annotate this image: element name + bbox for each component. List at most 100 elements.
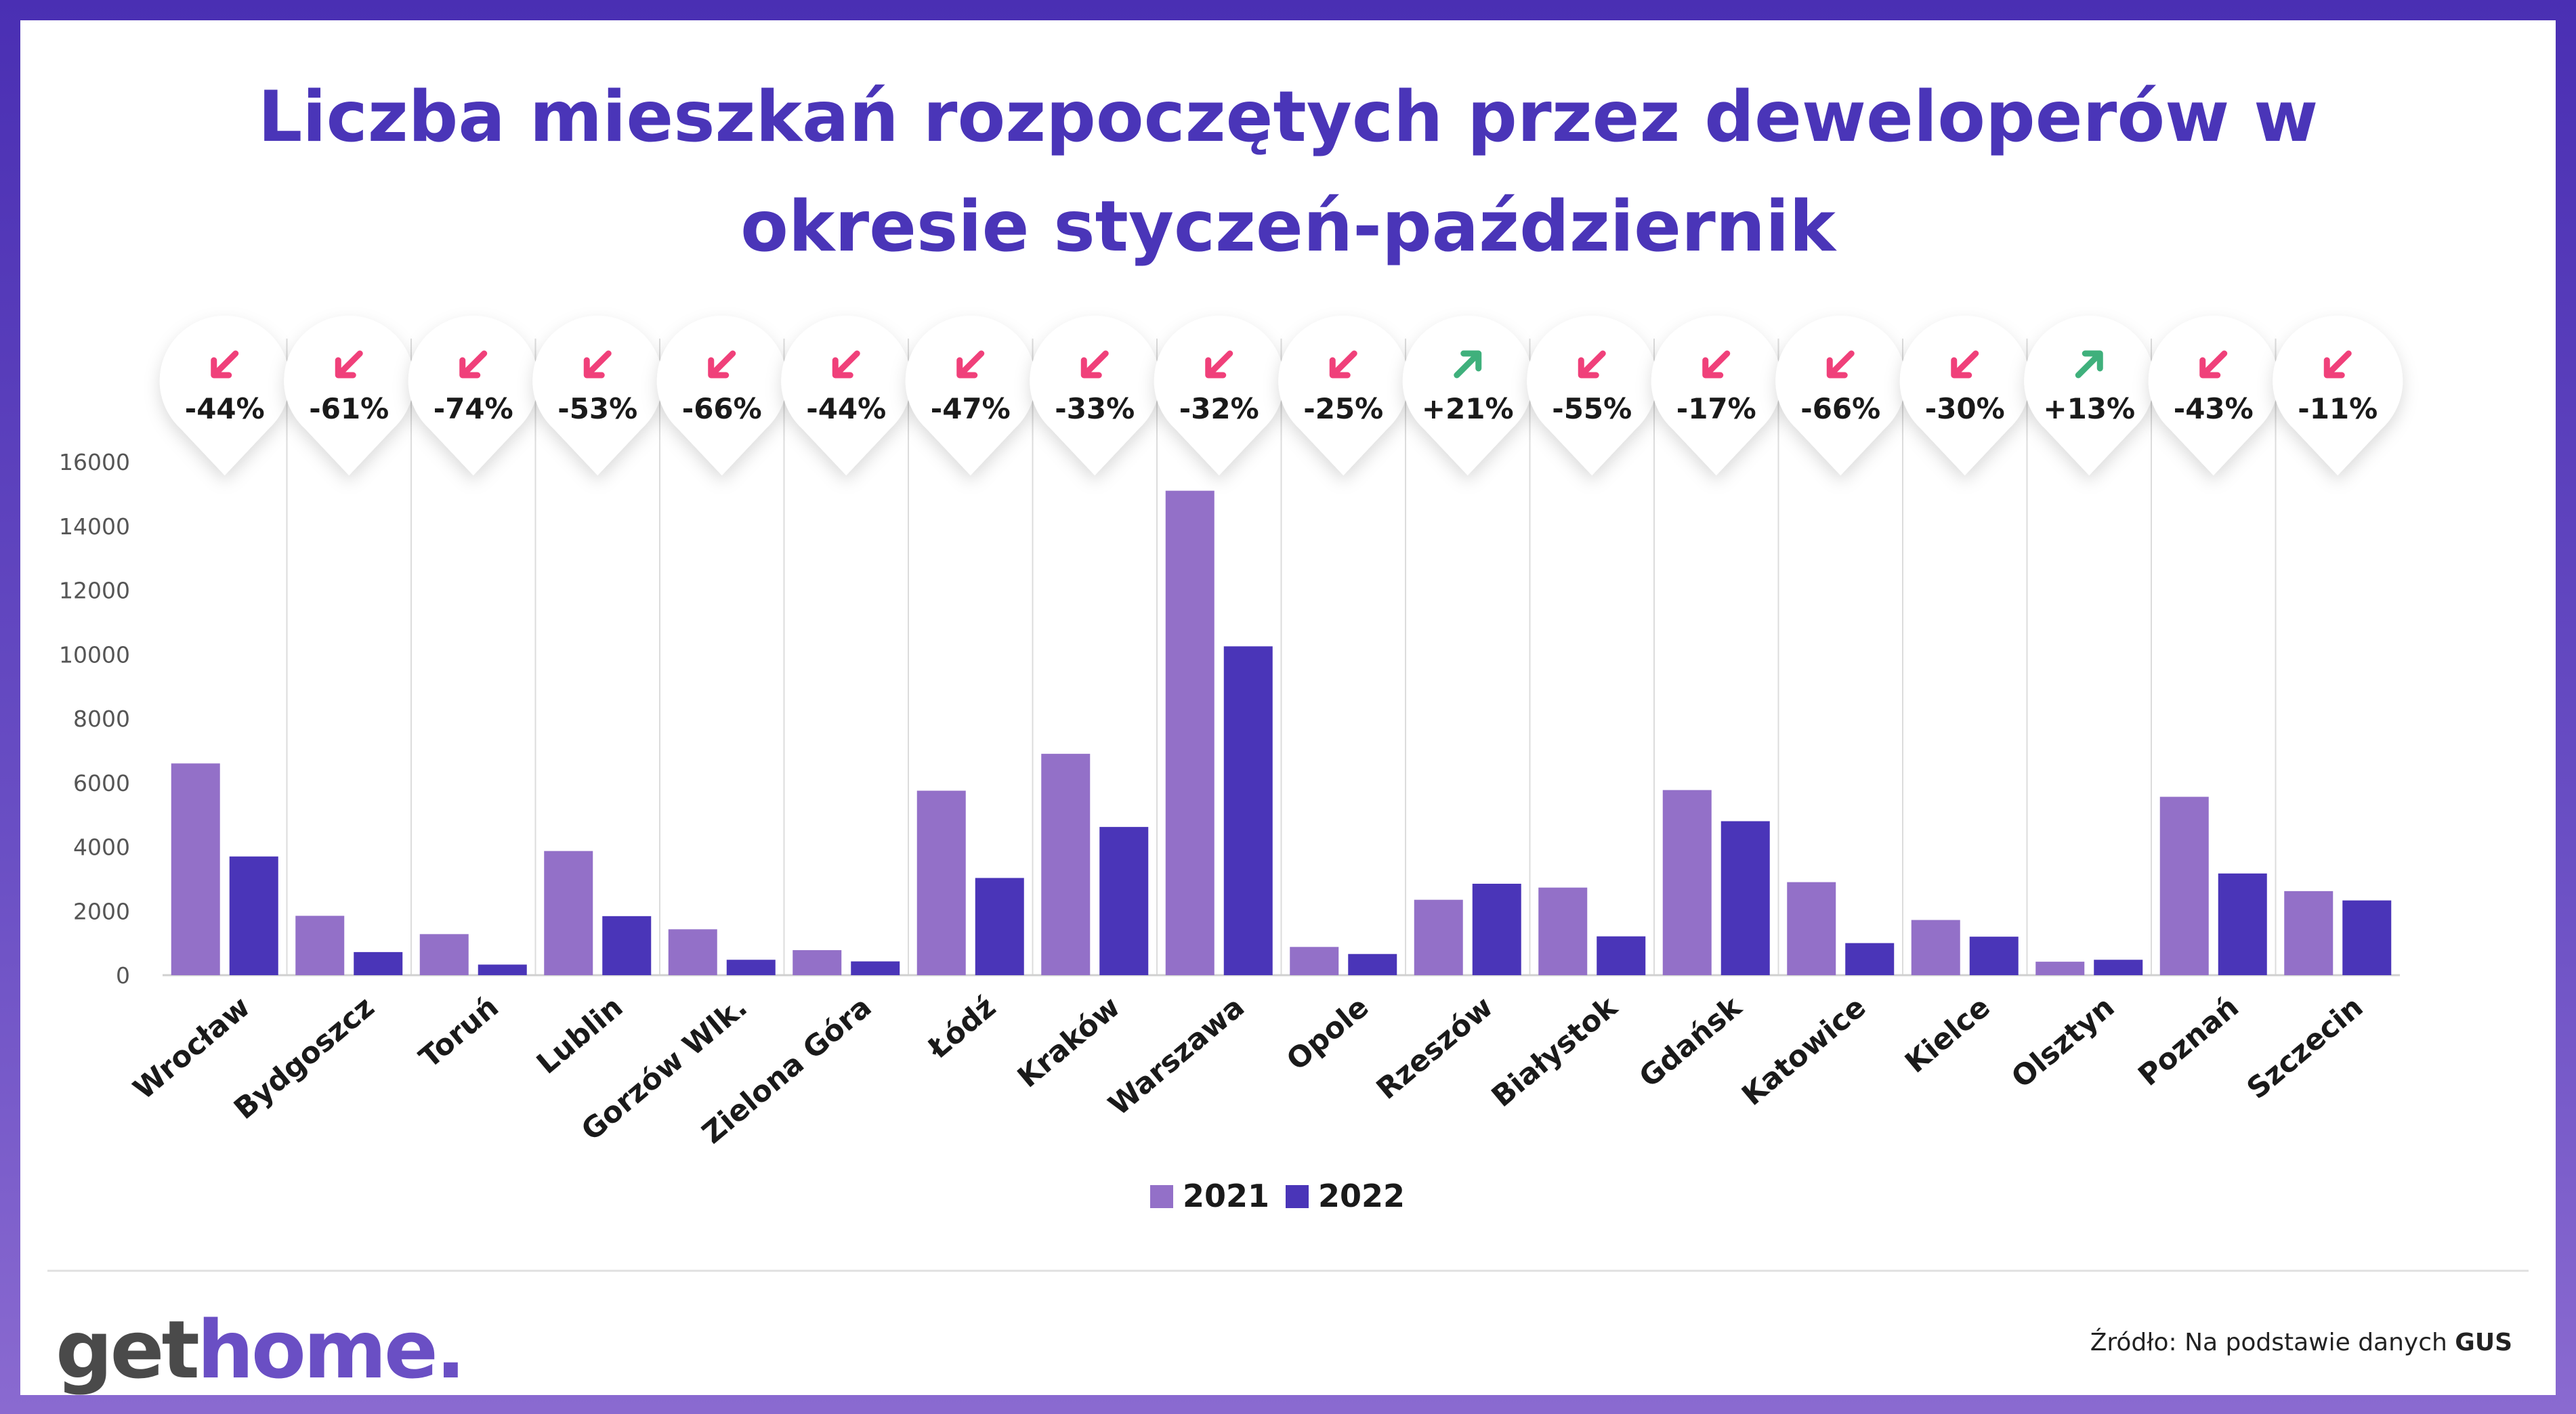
change-percent-label: -44% bbox=[185, 392, 265, 425]
badge-shape bbox=[1030, 316, 1160, 475]
bar-2022 bbox=[2094, 960, 2143, 975]
x-tick-label: Lublin bbox=[530, 990, 629, 1081]
arrow-up-right-icon bbox=[2075, 350, 2103, 379]
change-percent-label: -43% bbox=[2174, 392, 2254, 425]
y-tick-label: 16000 bbox=[59, 449, 130, 475]
change-badge: -44% bbox=[159, 316, 290, 475]
change-badge: -47% bbox=[905, 316, 1036, 475]
y-tick-label: 2000 bbox=[73, 898, 130, 924]
bar-2022 bbox=[1597, 936, 1646, 975]
x-tick-label: Gdańsk bbox=[1633, 989, 1749, 1094]
arrow-shaft bbox=[212, 350, 239, 377]
arrow-shaft bbox=[2201, 350, 2228, 377]
bar-2022 bbox=[1099, 827, 1149, 975]
y-tick-label: 0 bbox=[116, 962, 130, 989]
arrow-shaft bbox=[1454, 351, 1481, 379]
x-tick-label: Łódź bbox=[921, 990, 1002, 1066]
y-tick-label: 4000 bbox=[73, 834, 130, 861]
y-axis: 0 2000 4000 6000 8000 10000 12000 14000 16000 bbox=[59, 449, 130, 989]
arrow-head bbox=[1578, 357, 1599, 379]
arrow-head bbox=[335, 357, 356, 379]
arrow-up-right-icon bbox=[1454, 350, 1482, 379]
badge-shape bbox=[2273, 316, 2403, 475]
legend-label-2021: 2021 bbox=[1183, 1178, 1269, 1214]
change-badge: -44% bbox=[781, 316, 912, 475]
badge-shape bbox=[656, 316, 787, 475]
y-tick-label: 10000 bbox=[59, 641, 130, 668]
bar-2021 bbox=[1290, 947, 1339, 975]
change-badge: -66% bbox=[1775, 316, 1906, 475]
chart-title: Liczba mieszkań rozpoczętych przez dewel… bbox=[20, 62, 2556, 282]
arrow-down-left-icon bbox=[1826, 350, 1855, 379]
gethome-logo: gethome. bbox=[56, 1299, 466, 1400]
arrow-down-left-icon bbox=[956, 350, 985, 379]
arrow-down-left-icon bbox=[1702, 350, 1731, 379]
arrow-head bbox=[1205, 357, 1227, 379]
x-tick-label: Wrocław bbox=[127, 990, 257, 1107]
bar-2022 bbox=[1969, 937, 2019, 975]
bar-2021 bbox=[668, 929, 717, 975]
x-tick-label: Rzeszów bbox=[1370, 990, 1500, 1106]
arrow-shaft bbox=[461, 350, 488, 377]
arrow-head bbox=[2199, 357, 2221, 379]
arrow-down-left-icon bbox=[335, 350, 363, 379]
arrow-shaft bbox=[336, 350, 363, 377]
change-badges: -44% -61% -74% -53% -66% -44% -47% -33% -32% -25%… bbox=[159, 316, 2403, 475]
x-tick-label: Toruń bbox=[413, 990, 505, 1075]
badge-shape bbox=[905, 316, 1036, 475]
change-percent-label: -32% bbox=[1179, 392, 1259, 425]
change-badge: -33% bbox=[1030, 316, 1160, 475]
badge-shape bbox=[2024, 316, 2155, 475]
y-tick-label: 8000 bbox=[73, 706, 130, 732]
badge-shape bbox=[1651, 316, 1781, 475]
x-tick-label: Warszawa bbox=[1102, 990, 1250, 1122]
chart-title-line-2: okresie styczeń-październik bbox=[740, 186, 1836, 267]
arrow-down-left-icon bbox=[708, 350, 736, 379]
bar-2021 bbox=[171, 763, 220, 975]
chart-title-line-1: Liczba mieszkań rozpoczętych przez dewel… bbox=[257, 77, 2319, 158]
bar-chart: -44% -61% -74% -53% -66% -44% -47% -33% -32% -25%… bbox=[59, 316, 2403, 1214]
arrow-head bbox=[1826, 357, 1848, 379]
arrow-head bbox=[832, 357, 853, 379]
y-tick-label: 12000 bbox=[59, 578, 130, 604]
bar-2022 bbox=[1223, 646, 1273, 975]
category-dividers bbox=[286, 339, 2277, 975]
x-tick-label: Katowice bbox=[1735, 990, 1872, 1113]
bar-2021 bbox=[1911, 920, 1960, 975]
bar-2021 bbox=[916, 790, 966, 975]
arrow-head bbox=[211, 357, 232, 379]
change-badge: -43% bbox=[2148, 316, 2279, 475]
badge-shape bbox=[1527, 316, 1657, 475]
arrow-shaft bbox=[833, 350, 860, 377]
arrow-down-left-icon bbox=[1951, 350, 1979, 379]
change-badge: -74% bbox=[408, 316, 539, 475]
arrow-down-left-icon bbox=[459, 350, 488, 379]
chart-card: Liczba mieszkań rozpoczętych przez dewel… bbox=[20, 20, 2556, 1396]
legend-label-2022: 2022 bbox=[1318, 1178, 1405, 1214]
bar-2021 bbox=[1165, 490, 1215, 975]
arrow-head bbox=[2082, 350, 2103, 372]
source-name: GUS bbox=[2455, 1329, 2512, 1356]
source-prefix: Źródło: Na podstawie danych bbox=[2090, 1329, 2455, 1356]
x-tick-label: Poznań bbox=[2132, 990, 2245, 1093]
change-badge: -53% bbox=[532, 316, 663, 475]
arrow-down-left-icon bbox=[1329, 350, 1357, 379]
arrow-head bbox=[708, 357, 730, 379]
badge-shape bbox=[1775, 316, 1906, 475]
bar-2022 bbox=[1472, 883, 1521, 975]
x-tick-label: Szczecin bbox=[2241, 990, 2369, 1106]
arrow-head bbox=[459, 357, 481, 379]
change-percent-label: -17% bbox=[1676, 392, 1756, 425]
arrow-shaft bbox=[1082, 350, 1109, 377]
bar-2022 bbox=[1845, 943, 1895, 975]
y-tick-label: 14000 bbox=[59, 513, 130, 540]
change-percent-label: -47% bbox=[931, 392, 1011, 425]
change-badge: -25% bbox=[1278, 316, 1409, 475]
badge-shape bbox=[1899, 316, 2030, 475]
badge-shape bbox=[1402, 316, 1533, 475]
arrow-shaft bbox=[1206, 350, 1233, 377]
change-badge: -11% bbox=[2273, 316, 2403, 475]
change-badge: -55% bbox=[1527, 316, 1657, 475]
arrow-head bbox=[1329, 357, 1351, 379]
x-tick-label: Kraków bbox=[1011, 990, 1126, 1094]
